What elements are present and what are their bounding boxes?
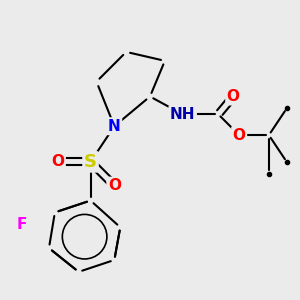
Text: O: O [51, 154, 64, 169]
Text: F: F [17, 217, 27, 232]
Text: N: N [108, 119, 121, 134]
Text: O: O [233, 128, 246, 142]
Text: O: O [108, 178, 121, 193]
Text: O: O [227, 89, 240, 104]
Text: NH: NH [170, 107, 195, 122]
Text: S: S [84, 153, 97, 171]
